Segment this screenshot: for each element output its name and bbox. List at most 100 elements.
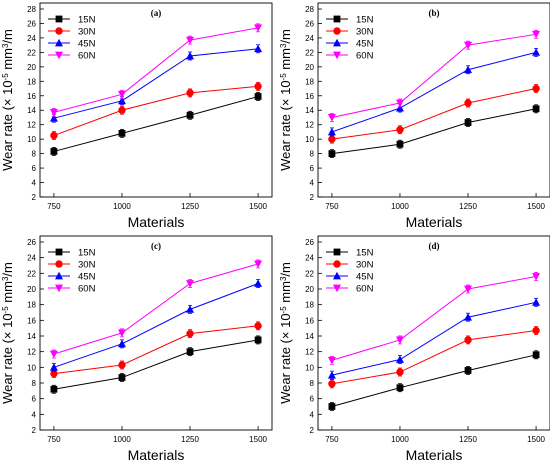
data-point [254, 24, 263, 32]
legend-marker [55, 284, 63, 293]
legend-marker [333, 38, 341, 47]
x-tick-label: 1000 [113, 435, 131, 444]
panel-title: (b) [429, 8, 440, 18]
legend-marker [333, 27, 341, 35]
data-point [50, 385, 58, 393]
y-tick-label: 12 [27, 348, 36, 357]
series-60N [327, 272, 541, 365]
legend-label: 15N [356, 15, 374, 26]
y-tick-label: 6 [310, 164, 315, 173]
y-axis-label: Wear rate (× 10-5 mm3/m [278, 262, 293, 404]
series-line [53, 27, 259, 113]
data-point [532, 30, 541, 39]
y-tick-label: 6 [32, 395, 37, 404]
panel-title: (a) [151, 8, 162, 18]
x-tick-label: 750 [325, 435, 339, 444]
y-tick-label: 22 [27, 269, 36, 278]
series-line [53, 48, 259, 119]
legend-marker [333, 271, 341, 280]
y-tick-label: 14 [305, 332, 314, 341]
data-point [532, 84, 540, 93]
y-axis-label: Wear rate (× 10-5 mm3/m [278, 29, 293, 171]
x-tick-label: 750 [47, 202, 61, 211]
series-30N [50, 321, 262, 379]
data-point [464, 336, 472, 344]
series-45N [327, 297, 541, 380]
data-point [117, 90, 126, 99]
x-tick-label: 1250 [459, 435, 477, 444]
data-point [186, 111, 194, 119]
legend-label: 45N [356, 39, 374, 50]
series-30N [328, 326, 540, 389]
legend-marker [333, 248, 341, 256]
legend-marker [55, 271, 63, 280]
legend-label: 30N [78, 260, 96, 271]
data-point [328, 150, 336, 158]
data-point [118, 374, 126, 381]
series-line [331, 108, 537, 155]
data-point [186, 89, 194, 97]
data-point [328, 403, 336, 410]
y-tick-label: 8 [310, 150, 315, 159]
data-point [49, 350, 58, 359]
x-tick-label: 1250 [459, 202, 477, 211]
data-point [532, 273, 541, 281]
series-15N [50, 92, 262, 156]
data-point [395, 103, 404, 112]
data-point [532, 105, 540, 113]
legend-marker [55, 38, 63, 47]
y-tick-label: 4 [32, 179, 37, 188]
x-axis-label: Materials [128, 447, 185, 463]
y-tick-label: 20 [27, 63, 36, 72]
x-tick-label: 750 [325, 202, 339, 211]
x-axis-label: Materials [406, 447, 463, 463]
y-tick-label: 4 [310, 410, 315, 419]
data-point [464, 41, 473, 50]
data-point [327, 356, 336, 365]
data-point [117, 329, 126, 338]
data-point [328, 380, 336, 388]
legend-label: 60N [356, 51, 374, 62]
y-tick-label: 16 [305, 92, 314, 101]
data-point [464, 367, 472, 374]
legend-label: 15N [78, 248, 96, 259]
series-15N [50, 335, 262, 394]
y-tick-label: 26 [305, 19, 314, 28]
legend-label: 15N [78, 15, 96, 26]
legend-label: 30N [356, 260, 374, 271]
x-tick-label: 1500 [249, 435, 267, 444]
y-tick-label: 24 [27, 254, 36, 263]
plot-frame [317, 235, 550, 431]
data-point [395, 355, 404, 363]
x-tick-label: 1250 [181, 435, 199, 444]
data-point [464, 313, 473, 321]
legend-label: 60N [356, 284, 374, 295]
y-tick-label: 2 [310, 193, 315, 202]
data-point [532, 298, 541, 306]
data-point [396, 368, 404, 376]
y-tick-label: 12 [305, 121, 314, 130]
y-axis-label: Wear rate (× 10-5 mm3/m [0, 262, 15, 404]
legend-marker [55, 15, 63, 23]
data-point [49, 113, 58, 122]
legend-label: 60N [78, 51, 96, 62]
data-point [464, 99, 472, 107]
data-point [254, 44, 263, 53]
y-tick-label: 10 [305, 363, 314, 372]
data-point [254, 260, 263, 269]
legend-marker [333, 51, 341, 60]
legend-marker [333, 284, 341, 293]
x-tick-label: 750 [47, 435, 61, 444]
data-point [464, 285, 473, 294]
data-point [118, 106, 126, 114]
series-15N [328, 350, 540, 411]
y-tick-label: 4 [310, 179, 315, 188]
legend-marker [55, 248, 63, 256]
y-tick-label: 8 [32, 379, 37, 388]
y-tick-label: 28 [27, 5, 36, 14]
data-point [50, 369, 58, 378]
